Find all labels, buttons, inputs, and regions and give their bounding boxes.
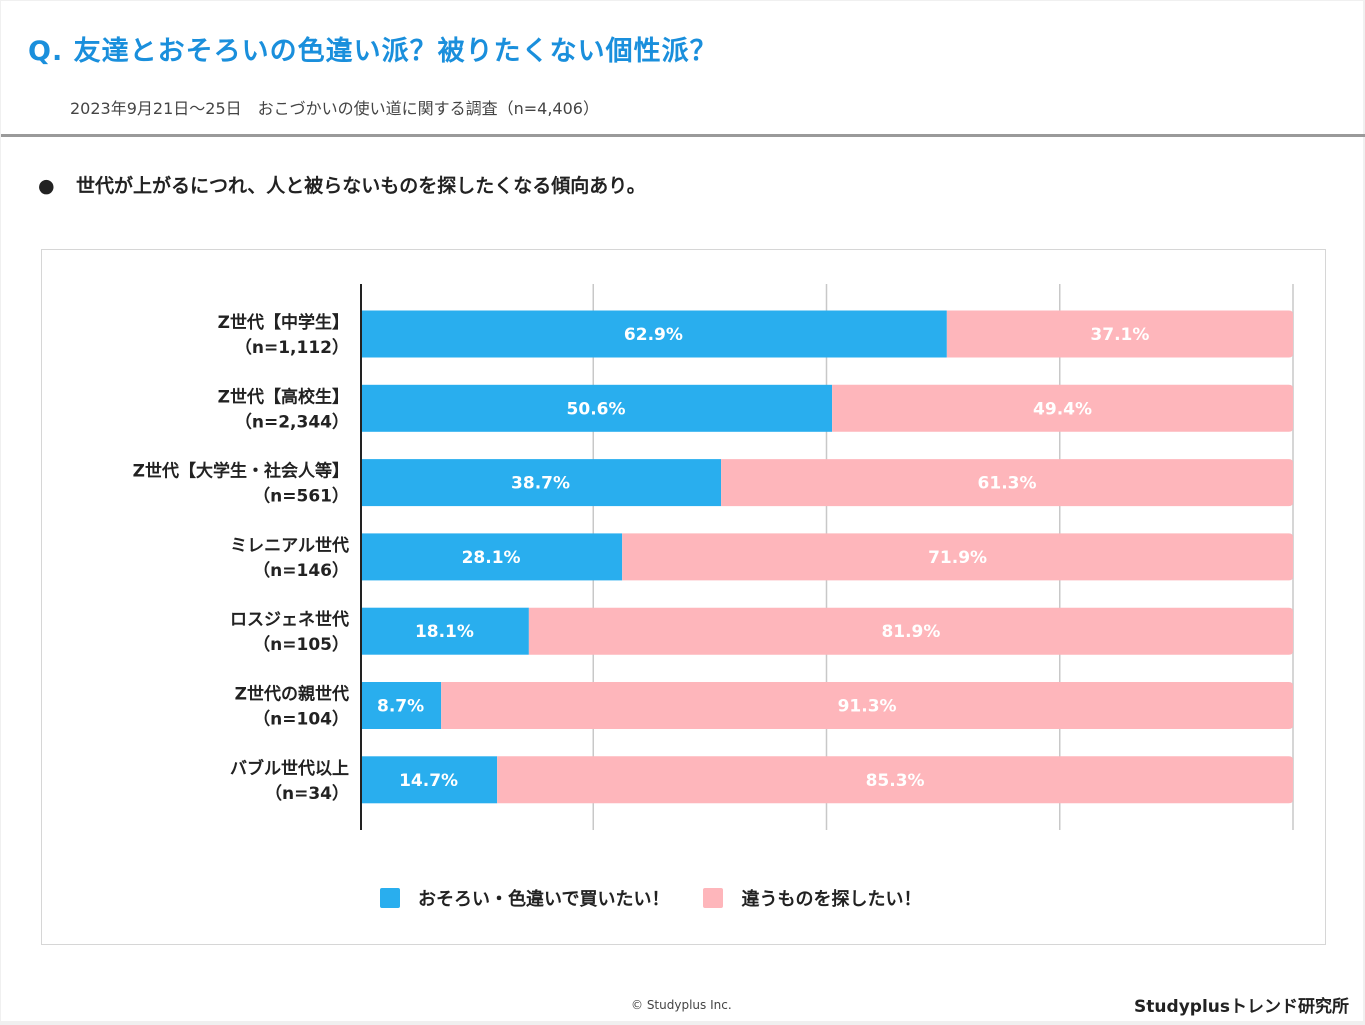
bar-segment-same: [360, 756, 498, 804]
category-sample-size: （n=34）: [265, 783, 349, 804]
data-label: 18.1%: [415, 622, 474, 642]
chart-panel: [41, 249, 1326, 945]
category-label: Z世代【大学生・社会人等】: [133, 461, 349, 482]
data-label: 8.7%: [377, 697, 424, 717]
bar-segment-same: [360, 607, 529, 655]
legend-item-different: 違うものを探したい！: [703, 885, 921, 911]
bar-segment-different: [622, 533, 1293, 581]
legend-item-same: おそろい・色違いで買いたい！: [380, 885, 669, 911]
bar-segment-different: [497, 756, 1293, 804]
copyright: © Studyplus Inc.: [631, 998, 732, 1012]
category-sample-size: （n=561）: [253, 486, 349, 507]
category-label: バブル世代以上: [230, 758, 349, 779]
bar-segment-different: [946, 310, 1293, 358]
summary-bullet: ● 世代が上がるにつれ、人と被らないものを探したくなる傾向あり。: [38, 171, 646, 198]
data-label: 49.4%: [1033, 399, 1092, 419]
page-title: Q. 友達とおそろいの色違い派？被りたくない個性派？: [28, 36, 718, 67]
data-label: 85.3%: [866, 771, 925, 791]
data-label: 91.3%: [838, 697, 897, 717]
bar-segment-different: [832, 384, 1293, 432]
summary-text: 世代が上がるにつれ、人と被らないものを探したくなる傾向あり。: [76, 175, 646, 197]
bar-segment-different: [721, 459, 1293, 507]
bullet-dot-icon: ●: [38, 175, 55, 197]
bar-segment-same: [360, 533, 623, 581]
bar-segment-same: [360, 459, 722, 507]
data-label: 71.9%: [928, 548, 987, 568]
brand-logo-text: Studyplusトレンド研究所: [1134, 997, 1349, 1017]
legend-label-different: 違うものを探したい！: [741, 889, 922, 910]
bar-segment-same: [360, 682, 442, 729]
category-label: Z世代【中学生】: [218, 312, 349, 333]
data-label: 61.3%: [978, 474, 1037, 494]
bar-segment-different: [528, 607, 1293, 655]
category-label: Z世代【高校生】: [218, 386, 349, 407]
header-divider: [1, 134, 1365, 137]
category-label: Z世代の親世代: [235, 684, 349, 705]
category-label: ロスジェネ世代: [230, 609, 349, 630]
data-label: 28.1%: [462, 548, 521, 568]
bar-segment-different: [441, 682, 1293, 729]
bar-segment-same: [360, 384, 833, 432]
category-sample-size: （n=1,112）: [235, 337, 349, 358]
bar-segment-same: [360, 310, 947, 358]
legend-label-same: おそろい・色違いで買いたい！: [418, 889, 670, 910]
category-sample-size: （n=146）: [253, 560, 349, 581]
survey-subtitle: 2023年9月21日〜25日 おこづかいの使い道に関する調査（n=4,406）: [70, 99, 599, 118]
data-label: 14.7%: [399, 771, 458, 791]
data-label: 81.9%: [881, 622, 940, 642]
data-label: 50.6%: [567, 399, 626, 419]
data-label: 37.1%: [1090, 325, 1149, 345]
legend-swatch-pink: [703, 888, 724, 908]
data-label: 62.9%: [624, 325, 683, 345]
category-sample-size: （n=104）: [253, 709, 349, 730]
category-sample-size: （n=2,344）: [235, 411, 349, 432]
chart-legend: おそろい・色違いで買いたい！ 違うものを探したい！: [380, 885, 955, 911]
category-sample-size: （n=105）: [253, 634, 349, 655]
data-label: 38.7%: [511, 474, 570, 494]
category-label: ミレニアル世代: [230, 535, 349, 556]
legend-swatch-blue: [380, 888, 400, 908]
